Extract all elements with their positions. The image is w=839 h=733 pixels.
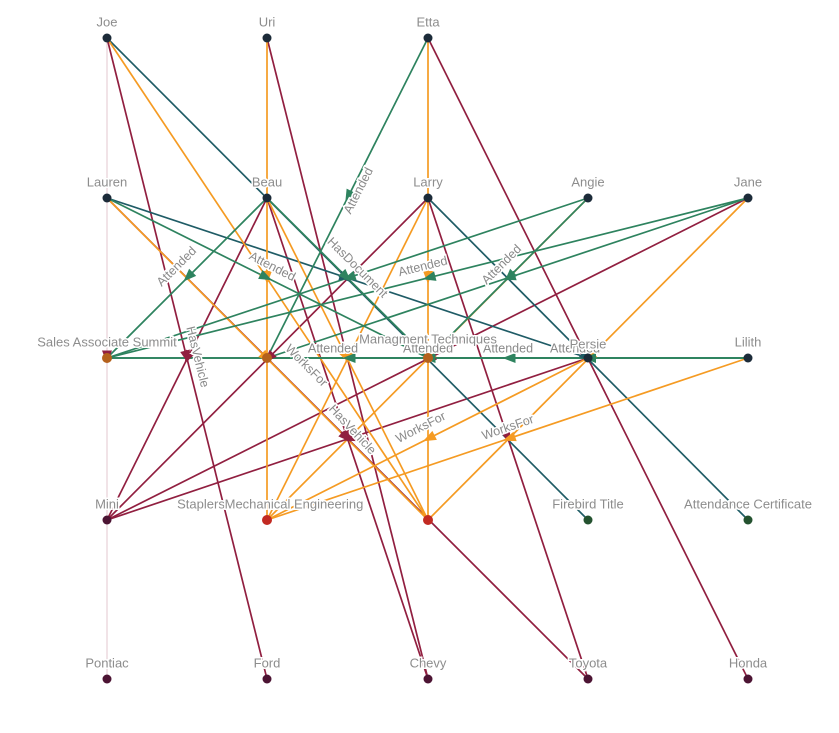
edge-arrowhead-icon	[184, 349, 196, 364]
node-label-mt: Managment Techniques	[359, 331, 497, 346]
node-label-uri: Uri	[259, 14, 276, 29]
node-firebird_title[interactable]	[583, 515, 593, 525]
node-label-sas: Sales Associate Summit	[37, 334, 177, 349]
edge-label-attended: Attended	[403, 341, 453, 355]
node-angie[interactable]	[583, 193, 593, 203]
node-chevy[interactable]	[423, 674, 433, 684]
edge-arrowhead-icon	[339, 349, 350, 364]
node-label-pontiac: Pontiac	[85, 655, 129, 670]
edge-arrowhead-icon	[502, 270, 517, 281]
edge-label-attended: Attended	[550, 341, 600, 355]
node-jane[interactable]	[743, 193, 753, 203]
node-c2[interactable]	[423, 515, 433, 525]
edge-label-attended: Attended	[341, 165, 376, 216]
node-label-floating: Mechanical Engineering	[225, 496, 364, 511]
node-label-honda: Honda	[729, 655, 768, 670]
node-label-angie: Angie	[571, 174, 604, 189]
node-uri[interactable]	[262, 33, 272, 43]
node-label-firebird_title: Firebird Title	[552, 496, 624, 511]
edge-arrowhead-icon	[342, 353, 356, 363]
node-label-joe: Joe	[97, 14, 118, 29]
edge-arrowhead-icon	[345, 188, 356, 203]
edge-arrowhead-icon	[502, 431, 517, 442]
node-sas[interactable]	[102, 353, 112, 363]
edge-arrowhead-icon	[338, 429, 352, 443]
node-toyota[interactable]	[583, 674, 593, 684]
node-honda[interactable]	[743, 674, 753, 684]
edge-label-hasvehicle: HasVehicle	[326, 402, 379, 457]
node-pontiac[interactable]	[102, 674, 112, 684]
node-label-beau: Beau	[252, 174, 282, 189]
node-etta[interactable]	[423, 33, 433, 43]
node-label-chevy: Chevy	[410, 655, 447, 670]
node-label-persie: Persie	[570, 336, 607, 351]
node-ford[interactable]	[262, 674, 272, 684]
node-lauren[interactable]	[102, 193, 112, 203]
node-label-c1: Staplers	[177, 496, 225, 511]
edge-label-attended: Attended	[483, 341, 533, 355]
node-labels-layer: Joe Uri Etta Lauren Beau Larry Angie Jane Sales …	[36, 13, 814, 672]
edge-arrowhead-icon	[258, 269, 272, 281]
node-label-attendance_certificate: Attendance Certificate	[684, 496, 812, 511]
node-label-etta: Etta	[416, 14, 440, 29]
node-label-lilith: Lilith	[735, 334, 762, 349]
node-label-jane: Jane	[734, 174, 762, 189]
edge-arrowhead-icon	[423, 430, 437, 442]
node-mini[interactable]	[102, 515, 112, 525]
node-label-ford: Ford	[254, 655, 281, 670]
node-persie[interactable]	[583, 353, 593, 363]
edge-arrowhead-icon	[502, 353, 516, 363]
edge-arrowhead-icon	[422, 271, 437, 281]
node-beau[interactable]	[262, 193, 272, 203]
node-attendance_certificate[interactable]	[743, 515, 753, 525]
node-larry[interactable]	[423, 193, 433, 203]
node-label-lauren: Lauren	[87, 174, 127, 189]
node-label-mini: Mini	[95, 496, 119, 511]
arrowheads-layer	[102, 188, 598, 444]
node-joe[interactable]	[102, 33, 112, 43]
node-e2[interactable]	[262, 353, 272, 363]
node-c1[interactable]	[262, 515, 272, 525]
node-label-toyota: Toyota	[569, 655, 608, 670]
edge-label-attended: Attended	[308, 341, 358, 355]
nodes-layer	[102, 33, 753, 684]
edge-arrowhead-icon	[338, 268, 352, 282]
node-lilith[interactable]	[743, 353, 753, 363]
node-mt[interactable]	[423, 353, 433, 363]
node-label-larry: Larry	[413, 174, 443, 189]
edge-arrowhead-icon	[183, 268, 197, 282]
